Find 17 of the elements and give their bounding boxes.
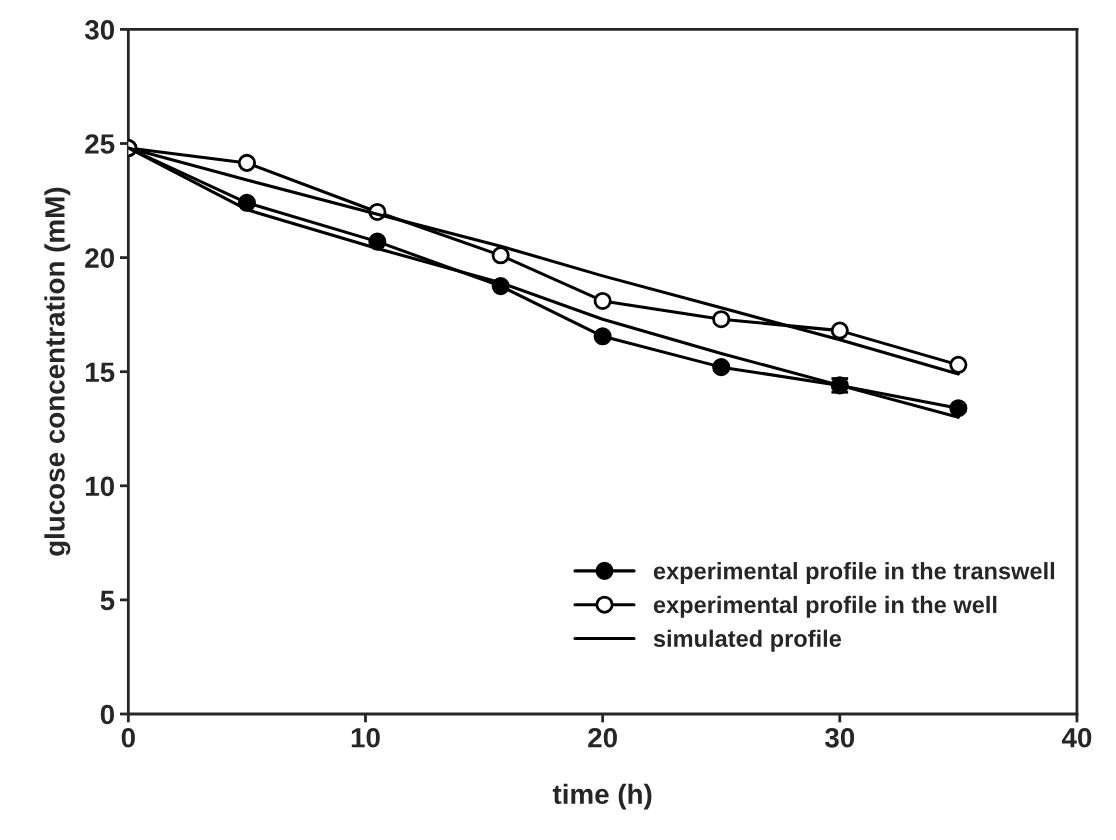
x-tick-label: 10 — [351, 727, 380, 748]
x-tick-label: 0 — [121, 727, 135, 748]
legend-label: simulated profile — [653, 629, 842, 652]
y-tick-label: 10 — [86, 476, 115, 497]
y-axis-title: glucose concentration (mM) — [44, 187, 71, 556]
x-tick-label: 30 — [824, 727, 855, 748]
legend-label: experimental profile in the transwell — [653, 562, 1055, 585]
x-tick-label: 20 — [588, 727, 617, 748]
x-tick-label: 40 — [1061, 727, 1092, 748]
y-tick-label: 5 — [100, 590, 115, 611]
legend-label: experimental profile in the well — [653, 595, 997, 618]
y-tick-label: 20 — [85, 248, 115, 268]
y-tick-label: 0 — [100, 704, 115, 725]
x-axis-title: time (h) — [552, 783, 652, 810]
y-tick-label: 30 — [84, 20, 115, 40]
y-tick-label: 25 — [85, 134, 115, 154]
y-tick-label: 15 — [86, 362, 115, 383]
